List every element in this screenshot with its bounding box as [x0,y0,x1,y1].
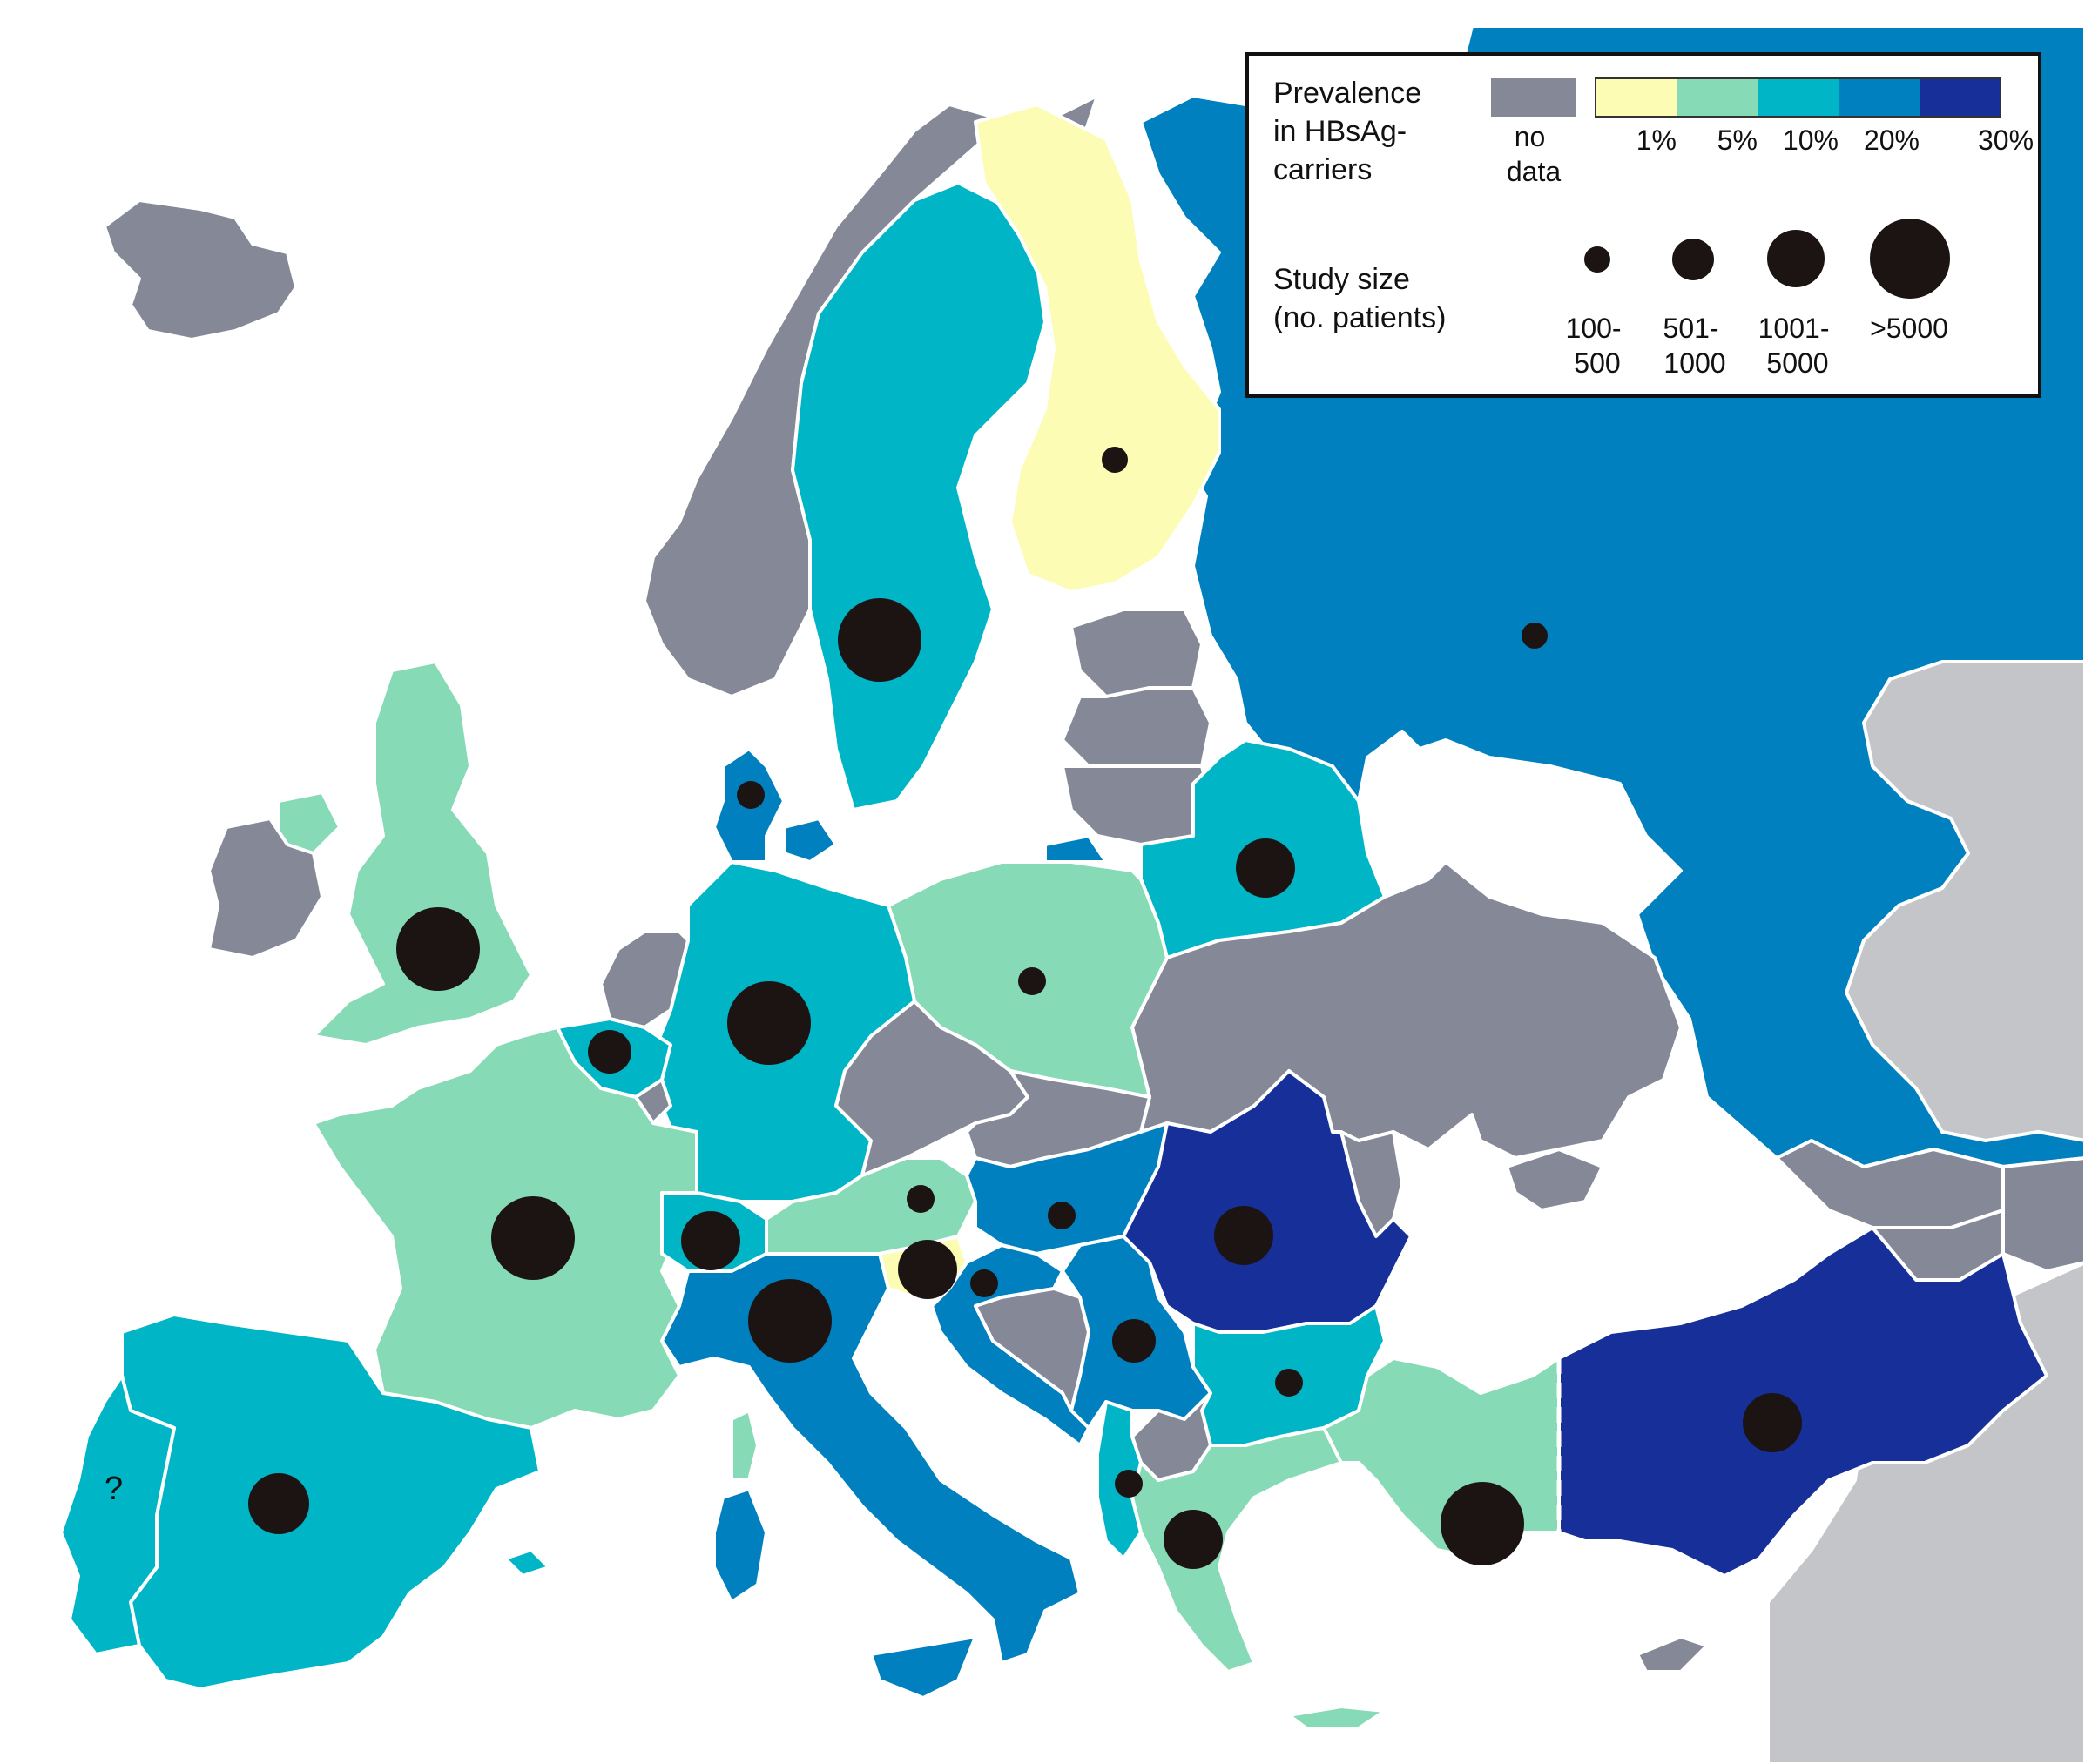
marker-uk [396,907,480,991]
country-france-corsica [730,1409,759,1482]
country-finland [974,103,1221,594]
marker-serbia [1112,1319,1156,1363]
legend-scale-swatch-2 [1677,78,1758,117]
marker-turkey-europe [1441,1482,1524,1565]
marker-germany [727,981,811,1065]
marker-france [491,1196,575,1280]
marker-belgium [588,1030,631,1074]
country-spain-balearics [503,1548,550,1578]
marker-spain [248,1473,309,1534]
legend-scale-label-2: 5% [1717,125,1758,156]
country-estonia [1069,608,1204,698]
marker-austria [907,1185,935,1213]
marker-finland [1102,447,1128,473]
legend-scale-swatch-4 [1839,78,1920,117]
legend-size-label-4: >5000 [1870,313,1948,344]
legend-size-label-1: 100- 500 [1566,313,1630,379]
marker-hungary [1048,1202,1076,1229]
marker-belarus [1236,838,1295,898]
country-greece-crete [1287,1705,1387,1730]
marker-italy [748,1279,832,1363]
country-portugal [59,1374,176,1656]
legend-scale-label-1: 1% [1636,125,1677,156]
country-italy-sicily [869,1635,977,1700]
legend-size-marker-large [1767,230,1825,287]
legend-scale-swatch-5 [1920,78,2001,117]
legend-scale-outline [1595,77,2001,118]
marker-croatia [970,1269,998,1297]
marker-poland [1018,967,1046,995]
marker-slovenia [898,1240,957,1299]
country-netherlands [599,930,690,1029]
country-kaliningrad [1043,834,1108,864]
marker-albania [1115,1470,1143,1498]
country-denmark-islands [782,817,838,864]
country-azerbaijan [2001,1156,2085,1273]
legend-size-marker-small [1584,246,1610,273]
legend-scale-swatch-3 [1758,78,1839,117]
marker-bulgaria [1275,1369,1303,1397]
legend: Prevalence in HBsAg- carriers no data 1%… [1245,52,2041,398]
country-latvia [1061,686,1212,768]
country-iceland [103,199,298,341]
country-ireland [207,817,324,959]
legend-size-label-3: 1001- 5000 [1758,313,1838,379]
portugal-question-mark: ? [105,1471,123,1507]
legend-scale-label-4: 20% [1864,125,1920,156]
marker-switzerland [681,1211,740,1270]
legend-size-marker-medium [1672,239,1714,280]
marker-greece [1164,1510,1223,1569]
country-italy [660,1252,1082,1665]
legend-scale-label-5: 30% [1978,125,2034,156]
marker-sweden [838,598,921,682]
legend-size-label-2: 501- 1000 [1663,313,1727,379]
legend-prevalence-title: Prevalence in HBsAg- carriers [1273,77,1430,186]
country-greece [1130,1426,1343,1673]
country-cyprus [1636,1635,1709,1673]
country-turkey-asia [1557,1226,2048,1578]
legend-study-size-title: Study size (no. patients) [1273,263,1446,334]
marker-turkey-asia [1743,1393,1802,1452]
country-italy-sardinia [712,1487,768,1604]
country-crimea [1505,1148,1604,1212]
legend-no-data-label: no data [1507,121,1561,187]
legend-scale-swatch-1 [1596,78,1677,117]
legend-size-marker-xlarge [1870,219,1950,299]
legend-scale-label-3: 10% [1783,125,1839,156]
country-romania [1122,1069,1413,1334]
legend-no-data-swatch [1491,78,1576,117]
legend-color-scale: 1% 5% 10% 20% 30% [1595,77,2034,156]
marker-russia [1522,623,1548,649]
marker-denmark [737,781,765,809]
country-lithuania [1061,764,1212,846]
marker-romania [1214,1206,1273,1265]
